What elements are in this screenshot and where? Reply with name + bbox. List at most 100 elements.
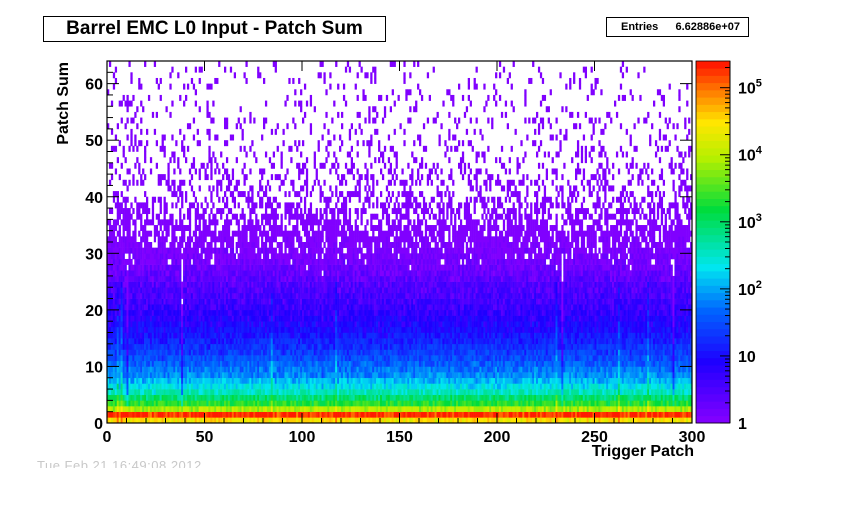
- heatmap-cell: [233, 406, 236, 412]
- heatmap-cell: [149, 287, 153, 294]
- heatmap-cell: [239, 253, 242, 260]
- heatmap-cell: [208, 298, 211, 305]
- heatmap-cell: [335, 326, 338, 333]
- heatmap-cell: [335, 185, 338, 192]
- heatmap-cell: [218, 400, 221, 407]
- heatmap-cell: [333, 394, 336, 401]
- heatmap-cell: [229, 309, 233, 316]
- heatmap-cell: [245, 349, 248, 356]
- heatmap-cell: [243, 298, 246, 305]
- heatmap-cell: [147, 219, 151, 226]
- heatmap-cell: [331, 321, 334, 328]
- heatmap-cell: [280, 321, 283, 328]
- heatmap-cell: [214, 134, 217, 141]
- heatmap-cell: [149, 377, 153, 384]
- heatmap-cell: [302, 326, 305, 333]
- heatmap-cell: [276, 360, 279, 367]
- heatmap-cell: [286, 360, 289, 367]
- heatmap-cell: [132, 366, 135, 373]
- heatmap-cell: [200, 202, 203, 209]
- heatmap-cell: [239, 349, 242, 356]
- heatmap-cell: [171, 179, 174, 186]
- heatmap-cell: [227, 355, 231, 362]
- heatmap-cell: [348, 417, 352, 424]
- heatmap-cell: [241, 366, 244, 373]
- heatmap-cell: [313, 106, 316, 113]
- heatmap-cell: [186, 400, 190, 407]
- heatmap-cell: [270, 230, 274, 237]
- heatmap-cell: [243, 326, 246, 333]
- heatmap-cell: [298, 281, 301, 288]
- heatmap-cell: [309, 366, 313, 373]
- heatmap-cell: [153, 377, 157, 384]
- heatmap-cell: [159, 349, 162, 356]
- heatmap-cell: [327, 372, 330, 379]
- heatmap-cell: [274, 61, 277, 67]
- heatmap-cell: [181, 400, 184, 407]
- heatmap-cell: [202, 366, 205, 373]
- heatmap-cell: [124, 298, 127, 305]
- heatmap-cell: [263, 191, 266, 198]
- heatmap-cell: [181, 366, 184, 373]
- heatmap-cell: [231, 406, 235, 412]
- heatmap-cell: [261, 400, 264, 407]
- heatmap-cell: [227, 185, 231, 192]
- heatmap-cell: [161, 321, 164, 328]
- heatmap-cell: [183, 315, 186, 322]
- heatmap-cell: [311, 355, 314, 362]
- heatmap-cell: [173, 315, 176, 322]
- heatmap-cell: [243, 174, 246, 181]
- heatmap-cell: [116, 377, 119, 384]
- heatmap-cell: [212, 326, 215, 333]
- heatmap-cell: [161, 145, 164, 152]
- heatmap-cell: [298, 253, 301, 260]
- heatmap-cell: [243, 411, 246, 418]
- heatmap-cell: [130, 406, 133, 412]
- heatmap-cell: [327, 343, 330, 350]
- heatmap-cell: [159, 377, 162, 384]
- heatmap-cell: [157, 298, 160, 305]
- heatmap-cell: [341, 123, 344, 130]
- heatmap-cell: [294, 394, 297, 401]
- heatmap-cell: [122, 242, 125, 248]
- heatmap-cell: [149, 389, 153, 396]
- heatmap-cell: [319, 213, 322, 220]
- heatmap-cell: [206, 258, 209, 265]
- heatmap-cell: [294, 275, 297, 282]
- heatmap-cell: [138, 230, 141, 237]
- heatmap-cell: [280, 332, 283, 339]
- heatmap-cell: [233, 383, 236, 390]
- heatmap-cell: [329, 366, 332, 373]
- heatmap-cell: [329, 264, 332, 271]
- heatmap-cell: [185, 258, 188, 265]
- heatmap-cell: [311, 225, 314, 231]
- heatmap-cell: [261, 343, 264, 350]
- heatmap-cell: [196, 213, 199, 220]
- heatmap-cell: [266, 366, 270, 373]
- heatmap-cell: [122, 253, 125, 260]
- heatmap-cell: [296, 230, 299, 237]
- heatmap-cell: [239, 287, 242, 294]
- heatmap-cell: [130, 389, 133, 396]
- heatmap-cell: [161, 134, 164, 141]
- heatmap-cell: [108, 287, 112, 294]
- heatmap-cell: [227, 400, 231, 407]
- heatmap-cell: [272, 61, 275, 67]
- heatmap-cell: [225, 400, 229, 407]
- heatmap-cell: [346, 236, 350, 243]
- heatmap-cell: [196, 128, 199, 135]
- heatmap-cell: [202, 349, 205, 356]
- heatmap-cell: [331, 355, 334, 362]
- heatmap-cell: [136, 304, 139, 311]
- heatmap-cell: [235, 258, 238, 265]
- heatmap-cell: [216, 219, 219, 226]
- heatmap-cell: [331, 242, 334, 248]
- heatmap-cell: [253, 394, 256, 401]
- heatmap-cell: [264, 236, 268, 243]
- heatmap-cell: [198, 377, 201, 384]
- heatmap-cell: [284, 287, 287, 294]
- heatmap-cell: [175, 225, 178, 231]
- heatmap-cell: [280, 377, 283, 384]
- heatmap-cell: [321, 281, 324, 288]
- heatmap-cell: [177, 270, 180, 277]
